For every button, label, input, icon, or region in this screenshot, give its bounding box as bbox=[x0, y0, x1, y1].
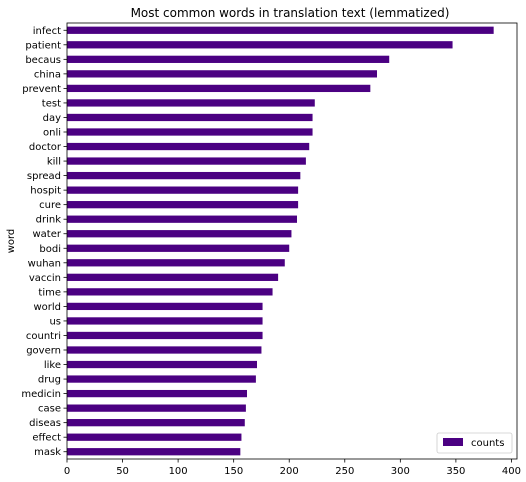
y-tick-label: case bbox=[38, 404, 61, 415]
y-tick-label: medicin bbox=[21, 389, 61, 400]
bar-becaus bbox=[67, 55, 390, 63]
bar-us bbox=[67, 317, 263, 325]
y-tick-label: spread bbox=[27, 171, 61, 182]
bar-infect bbox=[67, 26, 494, 34]
y-tick-label: bodi bbox=[39, 244, 61, 255]
chart-title: Most common words in translation text (l… bbox=[131, 6, 450, 20]
y-tick-label: time bbox=[38, 287, 61, 298]
y-tick-label: cure bbox=[39, 200, 61, 211]
bar-patient bbox=[67, 41, 453, 49]
y-tick-label: onli bbox=[43, 128, 61, 139]
y-tick-label: test bbox=[42, 98, 61, 109]
bar-effect bbox=[67, 433, 242, 441]
y-tick-label: countri bbox=[26, 331, 61, 342]
x-tick-label: 0 bbox=[64, 466, 70, 477]
bar-water bbox=[67, 230, 292, 238]
y-tick-label: becaus bbox=[25, 55, 61, 66]
x-tick-label: 50 bbox=[116, 466, 129, 477]
bar-world bbox=[67, 302, 263, 311]
bar-wuhan bbox=[67, 259, 285, 267]
legend-swatch bbox=[443, 438, 463, 446]
bar-cure bbox=[67, 201, 299, 209]
bar-medicin bbox=[67, 389, 247, 398]
y-tick-label: day bbox=[43, 113, 61, 124]
y-tick-label: drug bbox=[38, 375, 61, 386]
y-tick-label: world bbox=[33, 302, 61, 313]
bar-test bbox=[67, 99, 315, 107]
y-tick-label: prevent bbox=[22, 84, 61, 95]
plot-frame bbox=[66, 22, 518, 460]
x-tick-label: 250 bbox=[335, 466, 354, 477]
y-tick-label: kill bbox=[47, 157, 61, 168]
y-tick-label: drink bbox=[36, 215, 62, 226]
bar-doctor bbox=[67, 142, 310, 151]
y-tick-label: diseas bbox=[29, 418, 61, 429]
legend-label: counts bbox=[471, 438, 504, 449]
bar-diseas bbox=[67, 419, 245, 427]
legend: counts bbox=[436, 432, 513, 454]
y-tick-label: hospit bbox=[30, 186, 61, 197]
bar-spread bbox=[67, 171, 301, 180]
bars-group bbox=[67, 26, 494, 456]
bar-countri bbox=[67, 331, 263, 340]
bar-drink bbox=[67, 215, 297, 223]
bar-time bbox=[67, 288, 273, 296]
x-tick-label: 150 bbox=[224, 466, 243, 477]
bar-drug bbox=[67, 375, 256, 383]
y-tick-label: us bbox=[49, 316, 61, 327]
bar-mask bbox=[67, 448, 241, 456]
bar-bodi bbox=[67, 244, 290, 252]
bar-like bbox=[67, 360, 257, 369]
y-tick-label: govern bbox=[26, 346, 61, 357]
y-tick-label: like bbox=[44, 360, 61, 371]
y-tick-label: patient bbox=[25, 40, 61, 51]
bar-china bbox=[67, 70, 377, 78]
bar-onli bbox=[67, 128, 313, 136]
y-ticks-group: infect patient becaus china prevent test day on… bbox=[21, 26, 67, 458]
x-tick-label: 350 bbox=[446, 466, 465, 477]
y-tick-label: effect bbox=[32, 433, 61, 444]
bar-vaccin bbox=[67, 273, 279, 281]
bar-prevent bbox=[67, 84, 371, 93]
bar-day bbox=[67, 113, 313, 122]
y-tick-label: wuhan bbox=[28, 258, 61, 269]
bar-kill bbox=[67, 157, 306, 165]
y-tick-label: water bbox=[33, 229, 62, 240]
x-tick-label: 300 bbox=[391, 466, 410, 477]
bar-hospit bbox=[67, 186, 299, 194]
y-tick-label: mask bbox=[34, 447, 61, 458]
y-tick-label: vaccin bbox=[29, 273, 61, 284]
x-ticks-group: 0 50 100 150 200 250 300 350 400 bbox=[64, 459, 521, 477]
bar-govern bbox=[67, 346, 262, 354]
y-axis-label: word bbox=[6, 229, 17, 254]
x-tick-label: 100 bbox=[169, 466, 188, 477]
y-tick-label: doctor bbox=[29, 142, 62, 153]
y-tick-label: infect bbox=[33, 26, 61, 37]
y-tick-label: china bbox=[34, 69, 61, 80]
bar-case bbox=[67, 404, 246, 412]
x-tick-label: 400 bbox=[502, 466, 521, 477]
x-tick-label: 200 bbox=[280, 466, 299, 477]
